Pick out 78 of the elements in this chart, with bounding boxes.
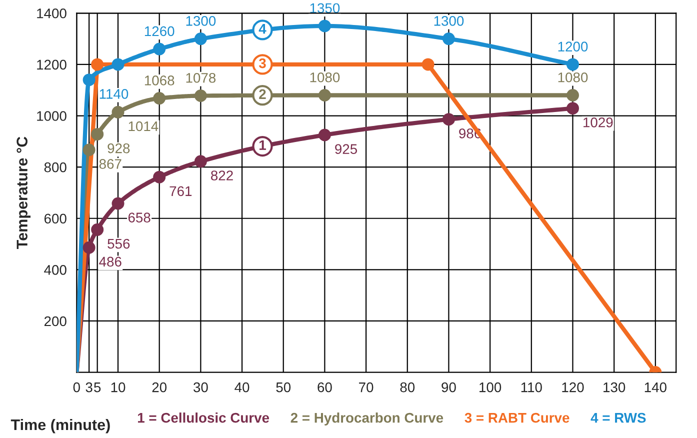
x-tick-label: 50 [276, 382, 291, 392]
x-tick-label: 3 [86, 382, 92, 392]
point [422, 58, 434, 71]
x-tick-label: 130 [604, 382, 626, 392]
y-tick-label: 800 [44, 162, 66, 172]
data-label: 1300 [186, 16, 216, 26]
x-tick-label: 40 [234, 382, 250, 392]
data-label: 1200 [558, 42, 588, 52]
data-label: 1014 [128, 121, 158, 132]
y-tick-label: 1000 [37, 111, 66, 121]
x-tick-label: 5 [94, 382, 101, 392]
data-label: 928 [108, 143, 130, 154]
annotation: 3 [258, 58, 266, 68]
point [442, 113, 455, 126]
point [112, 106, 124, 118]
y-tick-label: 200 [44, 316, 66, 326]
x-tick-label: 80 [400, 382, 415, 392]
y-tick-label: 1200 [37, 60, 66, 70]
point [318, 20, 331, 32]
point [91, 128, 104, 140]
y-tick-label: 600 [44, 214, 66, 224]
text: 3 = RABT Curve [464, 412, 570, 423]
point [153, 92, 166, 105]
x-tick-label: 70 [359, 382, 374, 392]
x-tick-label: 120 [562, 382, 584, 392]
y-tick-label: 1400 [37, 8, 66, 18]
annotation: 1 [260, 140, 266, 150]
y-axis-title: Temperature °C [16, 136, 30, 249]
point [442, 32, 455, 46]
data-label: 1140 [100, 89, 128, 99]
data-label: 658 [128, 212, 150, 222]
x-tick-label: 20 [152, 382, 167, 392]
text: 2 = Hydrocarbon Curve [290, 412, 444, 426]
data-label: 867 [99, 159, 122, 169]
point [566, 58, 579, 71]
data-label: 556 [108, 238, 130, 249]
point [82, 144, 96, 156]
point [318, 88, 331, 102]
point [318, 128, 331, 142]
point [194, 155, 207, 168]
point [566, 88, 579, 102]
data-label: 761 [170, 186, 192, 196]
x-tick-label: 30 [193, 382, 208, 392]
data-label: 486 [99, 256, 122, 267]
annotation: 4 [258, 24, 266, 34]
point [91, 223, 104, 236]
data-label: 1350 [310, 3, 340, 14]
point [194, 89, 207, 102]
point [153, 170, 166, 184]
x-tick-label: 90 [442, 382, 456, 392]
annotation: 2 [259, 89, 266, 99]
x-tick-label: 110 [521, 382, 542, 392]
x-tick-label: 100 [480, 382, 502, 392]
point [82, 241, 96, 254]
point [112, 197, 124, 210]
data-label: 822 [211, 170, 233, 180]
x-tick-label: 0 [73, 382, 80, 392]
data-label: 1029 [584, 117, 613, 128]
point [153, 42, 166, 56]
data-label: 1078 [186, 72, 216, 83]
point [112, 58, 124, 71]
data-label: 1080 [310, 72, 340, 82]
point [91, 58, 104, 71]
point [566, 102, 579, 115]
point [194, 32, 207, 46]
data-label: 1068 [144, 76, 174, 86]
point [82, 74, 96, 86]
data-label: 1080 [558, 72, 588, 82]
data-label: 925 [335, 144, 358, 154]
data-label: 1260 [144, 26, 174, 36]
x-tick-label: 140 [644, 382, 666, 392]
x-tick-label: 60 [318, 382, 332, 392]
data-label: 1300 [434, 16, 464, 26]
text: 1 = Cellulosic Curve [138, 412, 270, 423]
text: 4 = RWS [590, 412, 646, 423]
x-axis-title: Time (minute) [10, 418, 110, 434]
y-tick-label: 400 [44, 265, 66, 275]
x-tick-label: 10 [111, 382, 126, 392]
